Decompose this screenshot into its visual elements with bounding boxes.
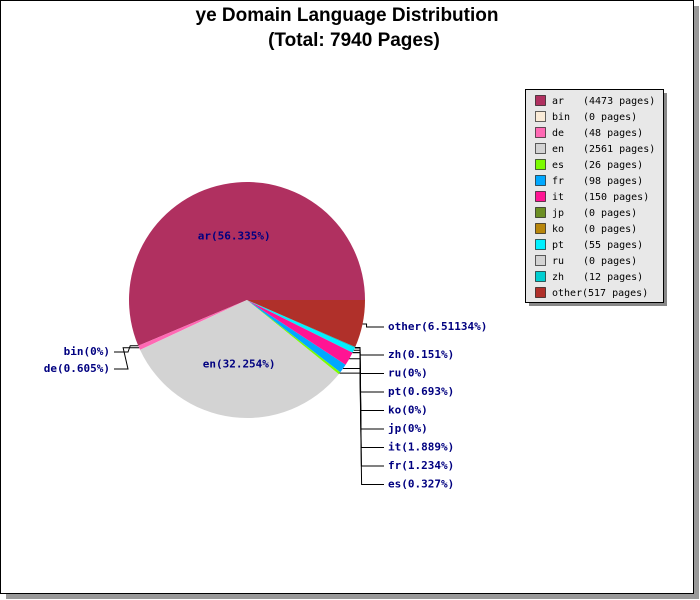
leader-line bbox=[114, 347, 140, 370]
slice-label: de(0.605%) bbox=[44, 362, 110, 375]
legend-swatch bbox=[535, 95, 546, 106]
legend-value: (26 pages) bbox=[583, 160, 643, 171]
slice-label: ko(0%) bbox=[388, 404, 428, 417]
legend-swatch bbox=[535, 143, 546, 154]
slice-label: jp(0%) bbox=[388, 422, 428, 435]
legend-value: (150 pages) bbox=[583, 192, 649, 203]
pie-slice bbox=[129, 181, 365, 346]
legend-value: (98 pages) bbox=[583, 176, 643, 187]
legend-label: other bbox=[552, 288, 582, 299]
legend-label: it bbox=[552, 192, 564, 203]
legend-value: (48 pages) bbox=[583, 128, 643, 139]
legend-swatch bbox=[535, 111, 546, 122]
pie-slice bbox=[247, 300, 353, 365]
slice-label: bin(0%) bbox=[64, 345, 110, 358]
legend-value: (517 pages) bbox=[582, 288, 648, 299]
legend-label: pt bbox=[552, 240, 564, 251]
legend-label: en bbox=[552, 144, 564, 155]
legend-swatch bbox=[535, 127, 546, 138]
legend-label: ar bbox=[552, 96, 564, 107]
legend-swatch bbox=[535, 255, 546, 266]
legend-swatch bbox=[535, 159, 546, 170]
legend-value: (0 pages) bbox=[583, 112, 637, 123]
slice-label: other(6.51134%) bbox=[388, 320, 487, 333]
legend-value: (4473 pages) bbox=[583, 96, 655, 107]
legend-value: (55 pages) bbox=[583, 240, 643, 251]
legend-label: ko bbox=[552, 224, 564, 235]
legend-label: ru bbox=[552, 256, 564, 267]
chart-subtitle: (Total: 7940 Pages) bbox=[268, 30, 440, 51]
legend-value: (2561 pages) bbox=[583, 144, 655, 155]
pie-slice bbox=[247, 300, 365, 347]
legend-value: (0 pages) bbox=[583, 256, 637, 267]
legend-swatch bbox=[535, 287, 546, 298]
legend-swatch bbox=[535, 223, 546, 234]
legend-swatch bbox=[535, 239, 546, 250]
chart-title: ye Domain Language Distribution bbox=[196, 5, 499, 26]
legend-swatch bbox=[535, 271, 546, 282]
slice-label: en(32.254%) bbox=[203, 357, 276, 370]
legend-value: (0 pages) bbox=[583, 224, 637, 235]
slice-label: ar(56.335%) bbox=[198, 229, 271, 242]
legend-label: es bbox=[552, 160, 564, 171]
pie-slice bbox=[247, 300, 341, 375]
legend-value: (12 pages) bbox=[583, 272, 643, 283]
legend-label: jp bbox=[552, 208, 564, 219]
legend bbox=[525, 89, 664, 303]
pie-slice bbox=[247, 300, 355, 353]
legend-swatch bbox=[535, 175, 546, 186]
slice-label: ru(0%) bbox=[388, 367, 428, 380]
pie-slice bbox=[247, 300, 356, 348]
legend-label: bin bbox=[552, 112, 570, 123]
legend-label: fr bbox=[552, 176, 564, 187]
legend-label: de bbox=[552, 128, 564, 139]
slice-label: es(0.327%) bbox=[388, 478, 454, 491]
leader-line bbox=[114, 345, 139, 353]
slice-label: pt(0.693%) bbox=[388, 385, 454, 398]
pie-slice bbox=[140, 300, 339, 419]
slice-label: it(1.889%) bbox=[388, 441, 454, 454]
slice-label: zh(0.151%) bbox=[388, 348, 454, 361]
legend-value: (0 pages) bbox=[583, 208, 637, 219]
leader-line bbox=[339, 372, 384, 485]
legend-swatch bbox=[535, 207, 546, 218]
pie-slice bbox=[247, 300, 346, 373]
leader-line bbox=[362, 323, 384, 328]
pie-slice bbox=[138, 300, 247, 350]
slice-label: fr(1.234%) bbox=[388, 459, 454, 472]
legend-swatch bbox=[535, 191, 546, 202]
legend-label: zh bbox=[552, 272, 564, 283]
